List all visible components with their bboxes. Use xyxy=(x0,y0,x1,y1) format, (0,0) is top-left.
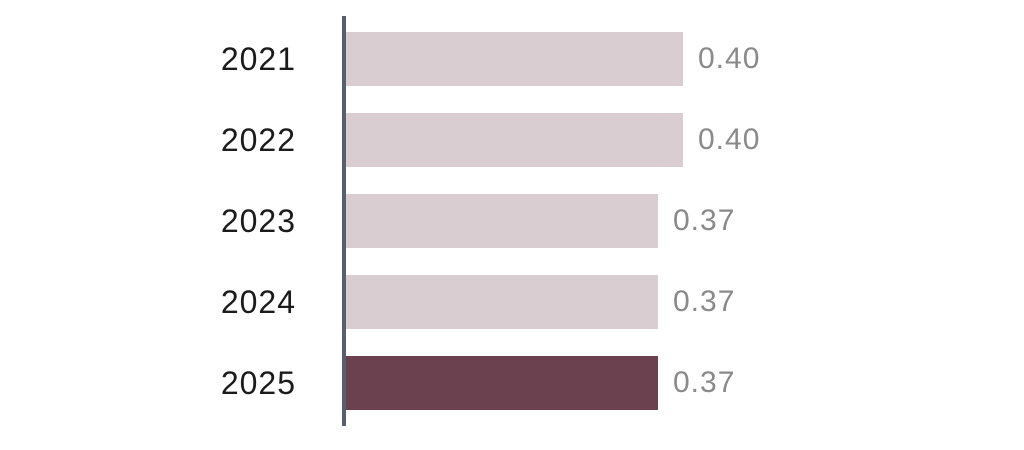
value-label: 0.37 xyxy=(673,204,736,237)
bar-row: 2022 0.40 xyxy=(0,113,1024,167)
bar-row: 2021 0.40 xyxy=(0,32,1024,86)
value-label: 0.40 xyxy=(698,123,761,156)
value-label: 0.37 xyxy=(673,285,736,318)
bar xyxy=(346,113,683,167)
bar xyxy=(346,32,683,86)
category-label: 2022 xyxy=(220,122,296,158)
category-label: 2024 xyxy=(220,284,296,320)
bar-row: 2025 0.37 xyxy=(0,356,1024,410)
category-label: 2021 xyxy=(220,41,296,77)
bar-row: 2023 0.37 xyxy=(0,194,1024,248)
category-label: 2025 xyxy=(220,365,296,401)
value-label: 0.40 xyxy=(698,42,761,75)
value-label: 0.37 xyxy=(673,366,736,399)
y-axis-line xyxy=(342,16,346,426)
category-label: 2023 xyxy=(220,203,296,239)
bar xyxy=(346,356,658,410)
bar-row: 2024 0.37 xyxy=(0,275,1024,329)
bar xyxy=(346,194,658,248)
bar xyxy=(346,275,658,329)
